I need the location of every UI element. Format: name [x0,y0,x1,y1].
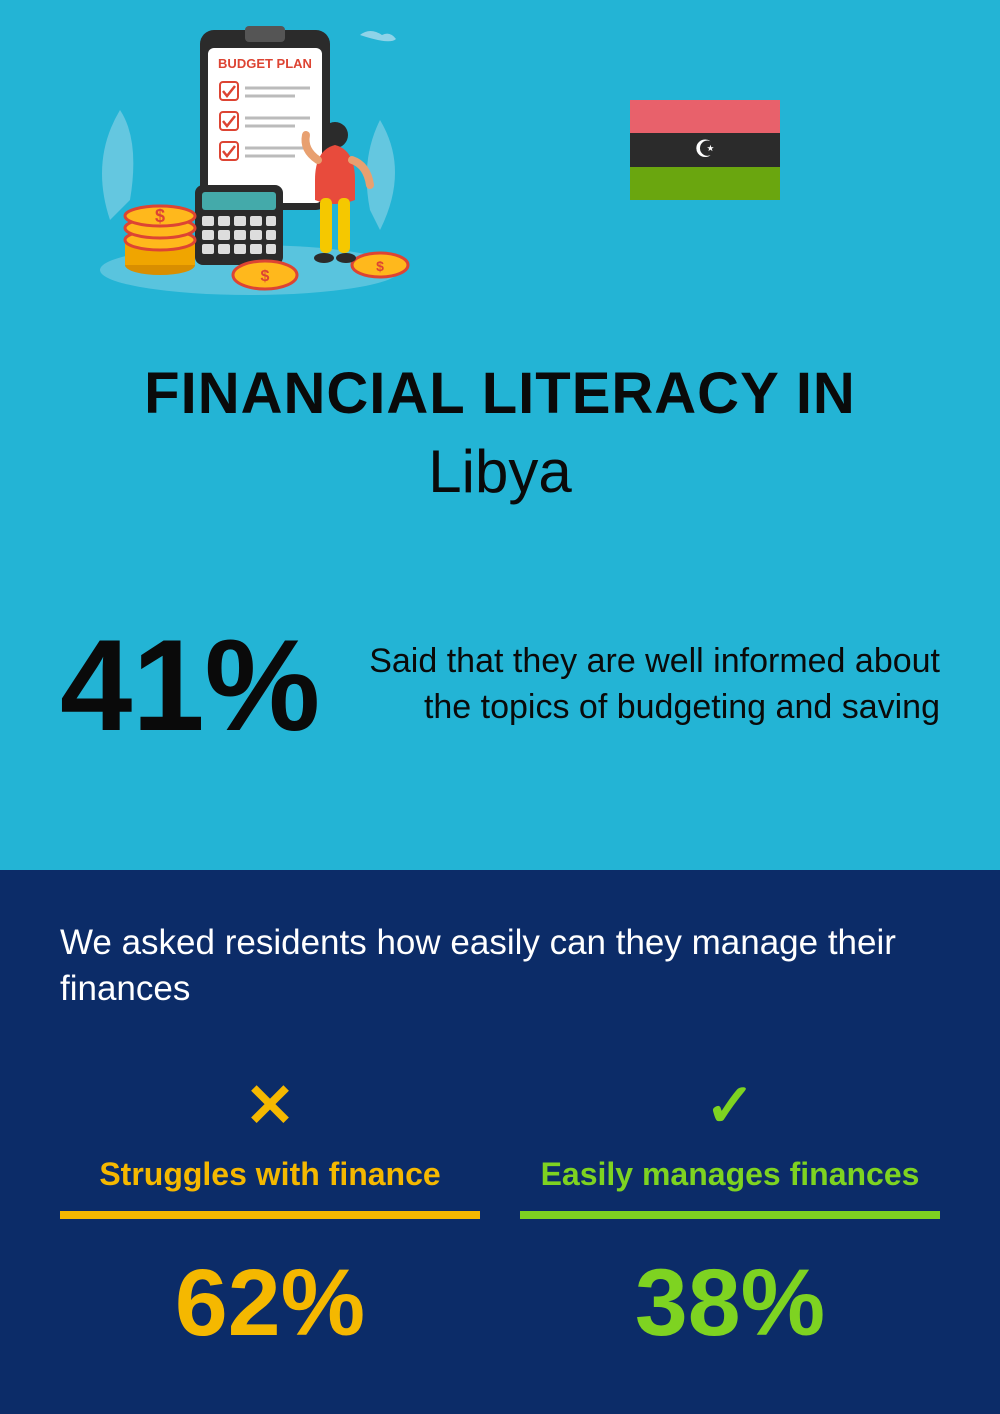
struggles-divider [60,1211,480,1219]
manages-label: Easily manages finances [520,1156,940,1211]
results-row: ✕ Struggles with finance 62% ✓ Easily ma… [60,1071,940,1358]
survey-question: We asked residents how easily can they m… [60,920,940,1011]
main-stat-description: Said that they are well informed about t… [350,639,940,731]
title-main: FINANCIAL LITERACY IN [0,360,1000,427]
title-block: FINANCIAL LITERACY IN Libya [0,360,1000,506]
check-icon: ✓ [520,1071,940,1141]
budget-illustration: BUDGET PLAN [80,20,420,300]
struggles-percent: 62% [60,1249,480,1358]
struggles-column: ✕ Struggles with finance 62% [60,1071,480,1358]
main-stat-row: 41% Said that they are well informed abo… [60,620,940,750]
manages-percent: 38% [520,1249,940,1358]
svg-text:$: $ [261,268,270,285]
struggles-label: Struggles with finance [60,1156,480,1211]
illustration-svg: BUDGET PLAN [80,20,420,300]
libya-flag: ☪ [630,100,780,200]
flag-stripe-red [630,100,780,133]
top-section: BUDGET PLAN [0,0,1000,870]
flag-stripe-green [630,167,780,200]
main-stat-percent: 41% [60,620,320,750]
x-icon: ✕ [60,1071,480,1141]
clipboard-label: BUDGET PLAN [218,56,312,71]
svg-text:$: $ [155,206,165,226]
bottom-section: We asked residents how easily can they m… [0,870,1000,1414]
flag-crescent-icon: ☪ [694,135,716,164]
manages-column: ✓ Easily manages finances 38% [520,1071,940,1358]
flag-stripe-black: ☪ [630,133,780,166]
svg-text:$: $ [376,258,384,274]
title-country: Libya [0,437,1000,506]
manages-divider [520,1211,940,1219]
